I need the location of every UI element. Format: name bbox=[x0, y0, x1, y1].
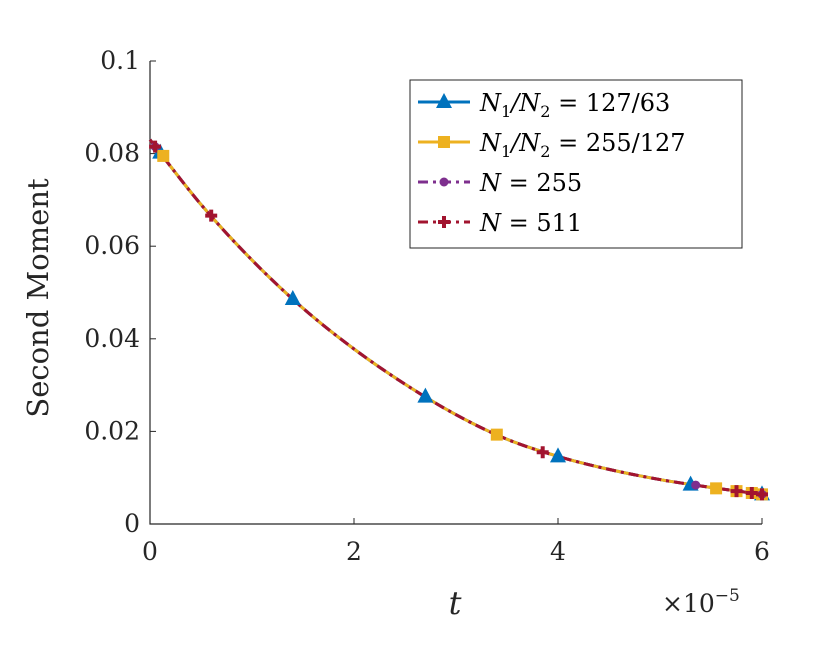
y-tick-label: 0.02 bbox=[84, 416, 140, 445]
data-point-plus bbox=[536, 446, 549, 459]
data-point-square bbox=[490, 428, 503, 441]
data-point-plus bbox=[205, 209, 218, 222]
y-tick-label: 0.06 bbox=[84, 231, 140, 260]
y-tick-label: 0.04 bbox=[84, 324, 140, 353]
x-axis-label: t bbox=[449, 584, 462, 622]
data-point-circle bbox=[691, 480, 701, 490]
x-tick-label: 2 bbox=[346, 537, 362, 566]
legend-marker-circle bbox=[439, 177, 449, 187]
x-axis-multiplier: ×10−5 bbox=[662, 586, 740, 618]
series-line bbox=[148, 138, 763, 496]
data-point-plus bbox=[149, 140, 162, 153]
legend-marker-square bbox=[438, 136, 450, 148]
legend-marker-plus bbox=[438, 216, 450, 228]
y-tick-label: 0.08 bbox=[84, 139, 140, 168]
data-point-plus bbox=[756, 488, 768, 501]
legend-label: N1/N2 = 255/127 bbox=[479, 129, 686, 161]
data-point-triangle bbox=[417, 387, 434, 403]
data-point-square bbox=[710, 482, 723, 495]
y-tick-label: 0.1 bbox=[100, 46, 140, 75]
data-point-plus bbox=[745, 486, 758, 499]
series-markers bbox=[149, 140, 770, 501]
data-point-plus bbox=[730, 485, 743, 498]
legend-label: N = 255 bbox=[479, 169, 582, 197]
data-point-square bbox=[157, 149, 170, 162]
legend: N1/N2 = 127/63 N1/N2 = 255/127 N = 255 N = … bbox=[409, 79, 743, 249]
y-tick-label: 0 bbox=[124, 509, 140, 538]
x-tick-label: 6 bbox=[754, 537, 770, 566]
series-lines bbox=[148, 138, 763, 496]
legend-label: N1/N2 = 127/63 bbox=[479, 89, 670, 121]
data-point-triangle bbox=[284, 289, 301, 305]
x-tick-label: 0 bbox=[142, 537, 158, 566]
y-axis-label: Second Moment bbox=[21, 178, 55, 418]
legend-label: N = 511 bbox=[479, 209, 582, 237]
axes: 0 2 4 6 0 0.02 0.04 0.06 0.08 0.1 bbox=[84, 46, 770, 566]
x-tick-label: 4 bbox=[550, 537, 566, 566]
data-point-triangle bbox=[550, 447, 566, 463]
legend-marker-triangle bbox=[436, 93, 452, 108]
legend-box bbox=[409, 79, 743, 249]
